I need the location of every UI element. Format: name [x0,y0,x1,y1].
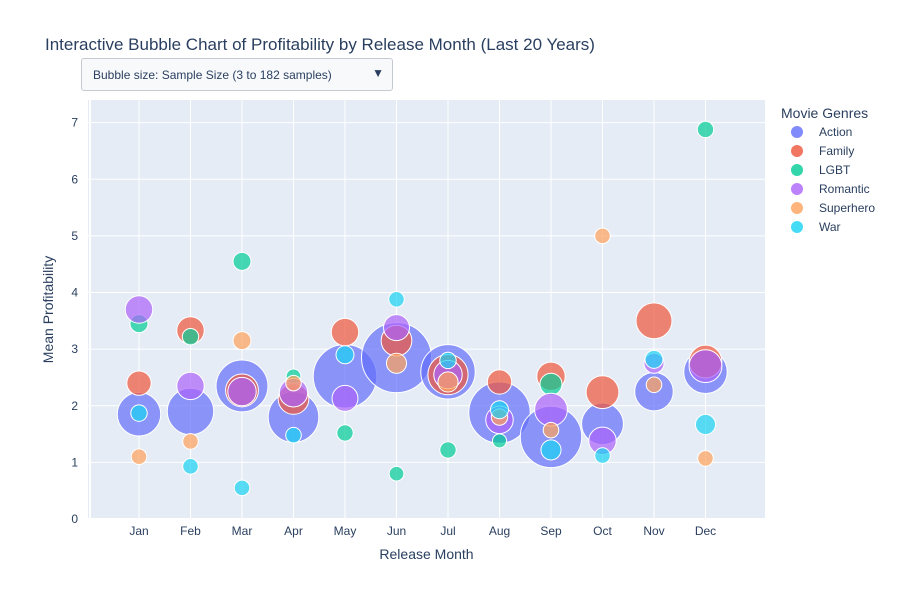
bubble-romantic-sep[interactable] [534,392,568,427]
bubbles [116,120,728,497]
y-tick-label: 6 [71,172,78,186]
bubble-superhero-jul[interactable] [437,371,459,393]
legend-item-romantic[interactable]: Romantic [791,182,870,196]
legend-item-war[interactable]: War [791,220,841,234]
legend-item-superhero[interactable]: Superhero [791,201,875,215]
bubble-war-jul[interactable] [439,351,457,370]
legend-label: War [819,220,841,234]
y-tick-label: 4 [71,286,78,300]
bubble-war-dec[interactable] [694,413,717,435]
x-tick-label: Sep [540,524,562,538]
bubble-war-aug[interactable] [490,400,509,420]
legend-marker [791,145,803,157]
legend-marker [791,183,803,195]
y-tick-label: 0 [71,512,78,526]
bubble-romantic-may[interactable] [331,384,359,412]
bubble-romantic-jan[interactable] [124,295,154,324]
legend-item-lgbt[interactable]: LGBT [791,163,851,177]
bubble-romantic-jun[interactable] [383,314,410,342]
bubble-superhero-sep[interactable] [542,421,560,439]
legend-marker [791,126,803,138]
x-tick-label: Apr [284,524,303,538]
legend-item-family[interactable]: Family [791,144,854,158]
legend: Movie Genres Action Family LGBT Romantic Sup… [781,105,875,234]
bubble-superhero-oct[interactable] [594,227,611,245]
legend-label: Romantic [819,182,870,196]
bubble-lgbt-dec[interactable] [696,120,715,139]
bubble-war-jan[interactable] [130,404,148,422]
bubble-family-aug[interactable] [486,369,513,395]
bubble-romantic-dec[interactable] [688,349,723,384]
x-axis-label: Release Month [379,546,473,562]
bubble-superhero-jan[interactable] [130,448,148,465]
y-tick-label: 5 [71,229,78,243]
y-tick-label: 2 [71,399,78,413]
chart-title: Interactive Bubble Chart of Profitabilit… [45,35,595,54]
bubble-war-may[interactable] [335,345,355,365]
x-tick-label: Jan [129,524,148,538]
bubble-family-nov[interactable] [635,302,673,340]
y-tick-label: 7 [71,116,78,130]
x-tick-label: May [334,524,357,538]
axes: 0 1 2 3 4 5 6 7 Jan Feb Mar Apr May Jun Jul Aug Sep Oct No… [71,116,716,538]
y-tick-label: 3 [71,342,78,356]
bubble-war-oct[interactable] [594,447,611,464]
bubble-lgbt-jul[interactable] [439,441,457,459]
bubble-war-sep[interactable] [540,439,562,461]
x-tick-label: Oct [593,524,612,538]
x-tick-label: Jul [440,524,455,538]
y-axis-label: Mean Profitability [40,256,56,363]
legend-item-action[interactable]: Action [791,125,852,139]
legend-label: LGBT [819,163,851,177]
legend-marker [791,164,803,176]
bubble-romantic-mar[interactable] [227,376,257,407]
dropdown-selected-label: Bubble size: Sample Size (3 to 182 sampl… [93,68,332,82]
bubble-war-jun[interactable] [388,291,405,308]
bubble-lgbt-feb[interactable] [181,327,200,346]
bubble-lgbt-may[interactable] [336,424,354,442]
bubble-war-feb[interactable] [182,458,199,475]
bubble-size-dropdown[interactable]: Bubble size: Sample Size (3 to 182 sampl… [81,58,393,91]
bubble-superhero-jun[interactable] [385,352,408,374]
bubble-superhero-apr[interactable] [285,374,302,392]
legend-marker [791,221,803,233]
x-tick-label: Aug [489,524,510,538]
bubble-lgbt-mar[interactable] [232,251,252,271]
bubble-superhero-feb[interactable] [182,433,199,450]
bubble-lgbt-sep[interactable] [539,372,563,396]
bubble-war-apr[interactable] [285,426,302,444]
x-tick-label: Feb [180,524,201,538]
legend-label: Action [819,125,852,139]
x-tick-label: Nov [643,524,664,538]
legend-label: Family [819,144,854,158]
legend-title: Movie Genres [781,105,868,121]
legend-marker [791,202,803,214]
bubble-family-jan[interactable] [126,370,152,396]
bubble-family-oct[interactable] [585,375,620,410]
bubble-superhero-nov[interactable] [645,376,663,394]
chevron-down-icon: ▼ [372,66,384,80]
bubble-family-may[interactable] [330,317,360,347]
bubble-lgbt-aug[interactable] [492,433,507,449]
bubble-romantic-feb[interactable] [176,371,205,401]
legend-label: Superhero [819,201,875,215]
x-tick-label: Mar [232,524,253,538]
bubble-war-nov[interactable] [644,349,664,369]
x-tick-label: Jun [387,524,406,538]
bubble-lgbt-jun[interactable] [388,465,405,482]
x-tick-label: Dec [695,524,716,538]
y-tick-label: 1 [71,455,78,469]
bubble-superhero-dec[interactable] [697,450,714,467]
bubble-superhero-mar[interactable] [232,331,252,351]
bubble-war-mar[interactable] [233,479,251,497]
